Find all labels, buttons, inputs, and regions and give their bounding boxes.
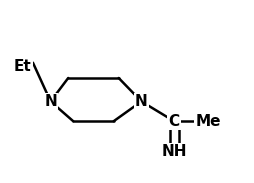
Text: C: C: [168, 114, 179, 129]
Text: N: N: [134, 94, 147, 109]
Text: Me: Me: [195, 114, 220, 129]
Text: N: N: [44, 94, 57, 109]
Text: Et: Et: [14, 59, 31, 74]
Text: NH: NH: [161, 144, 186, 159]
